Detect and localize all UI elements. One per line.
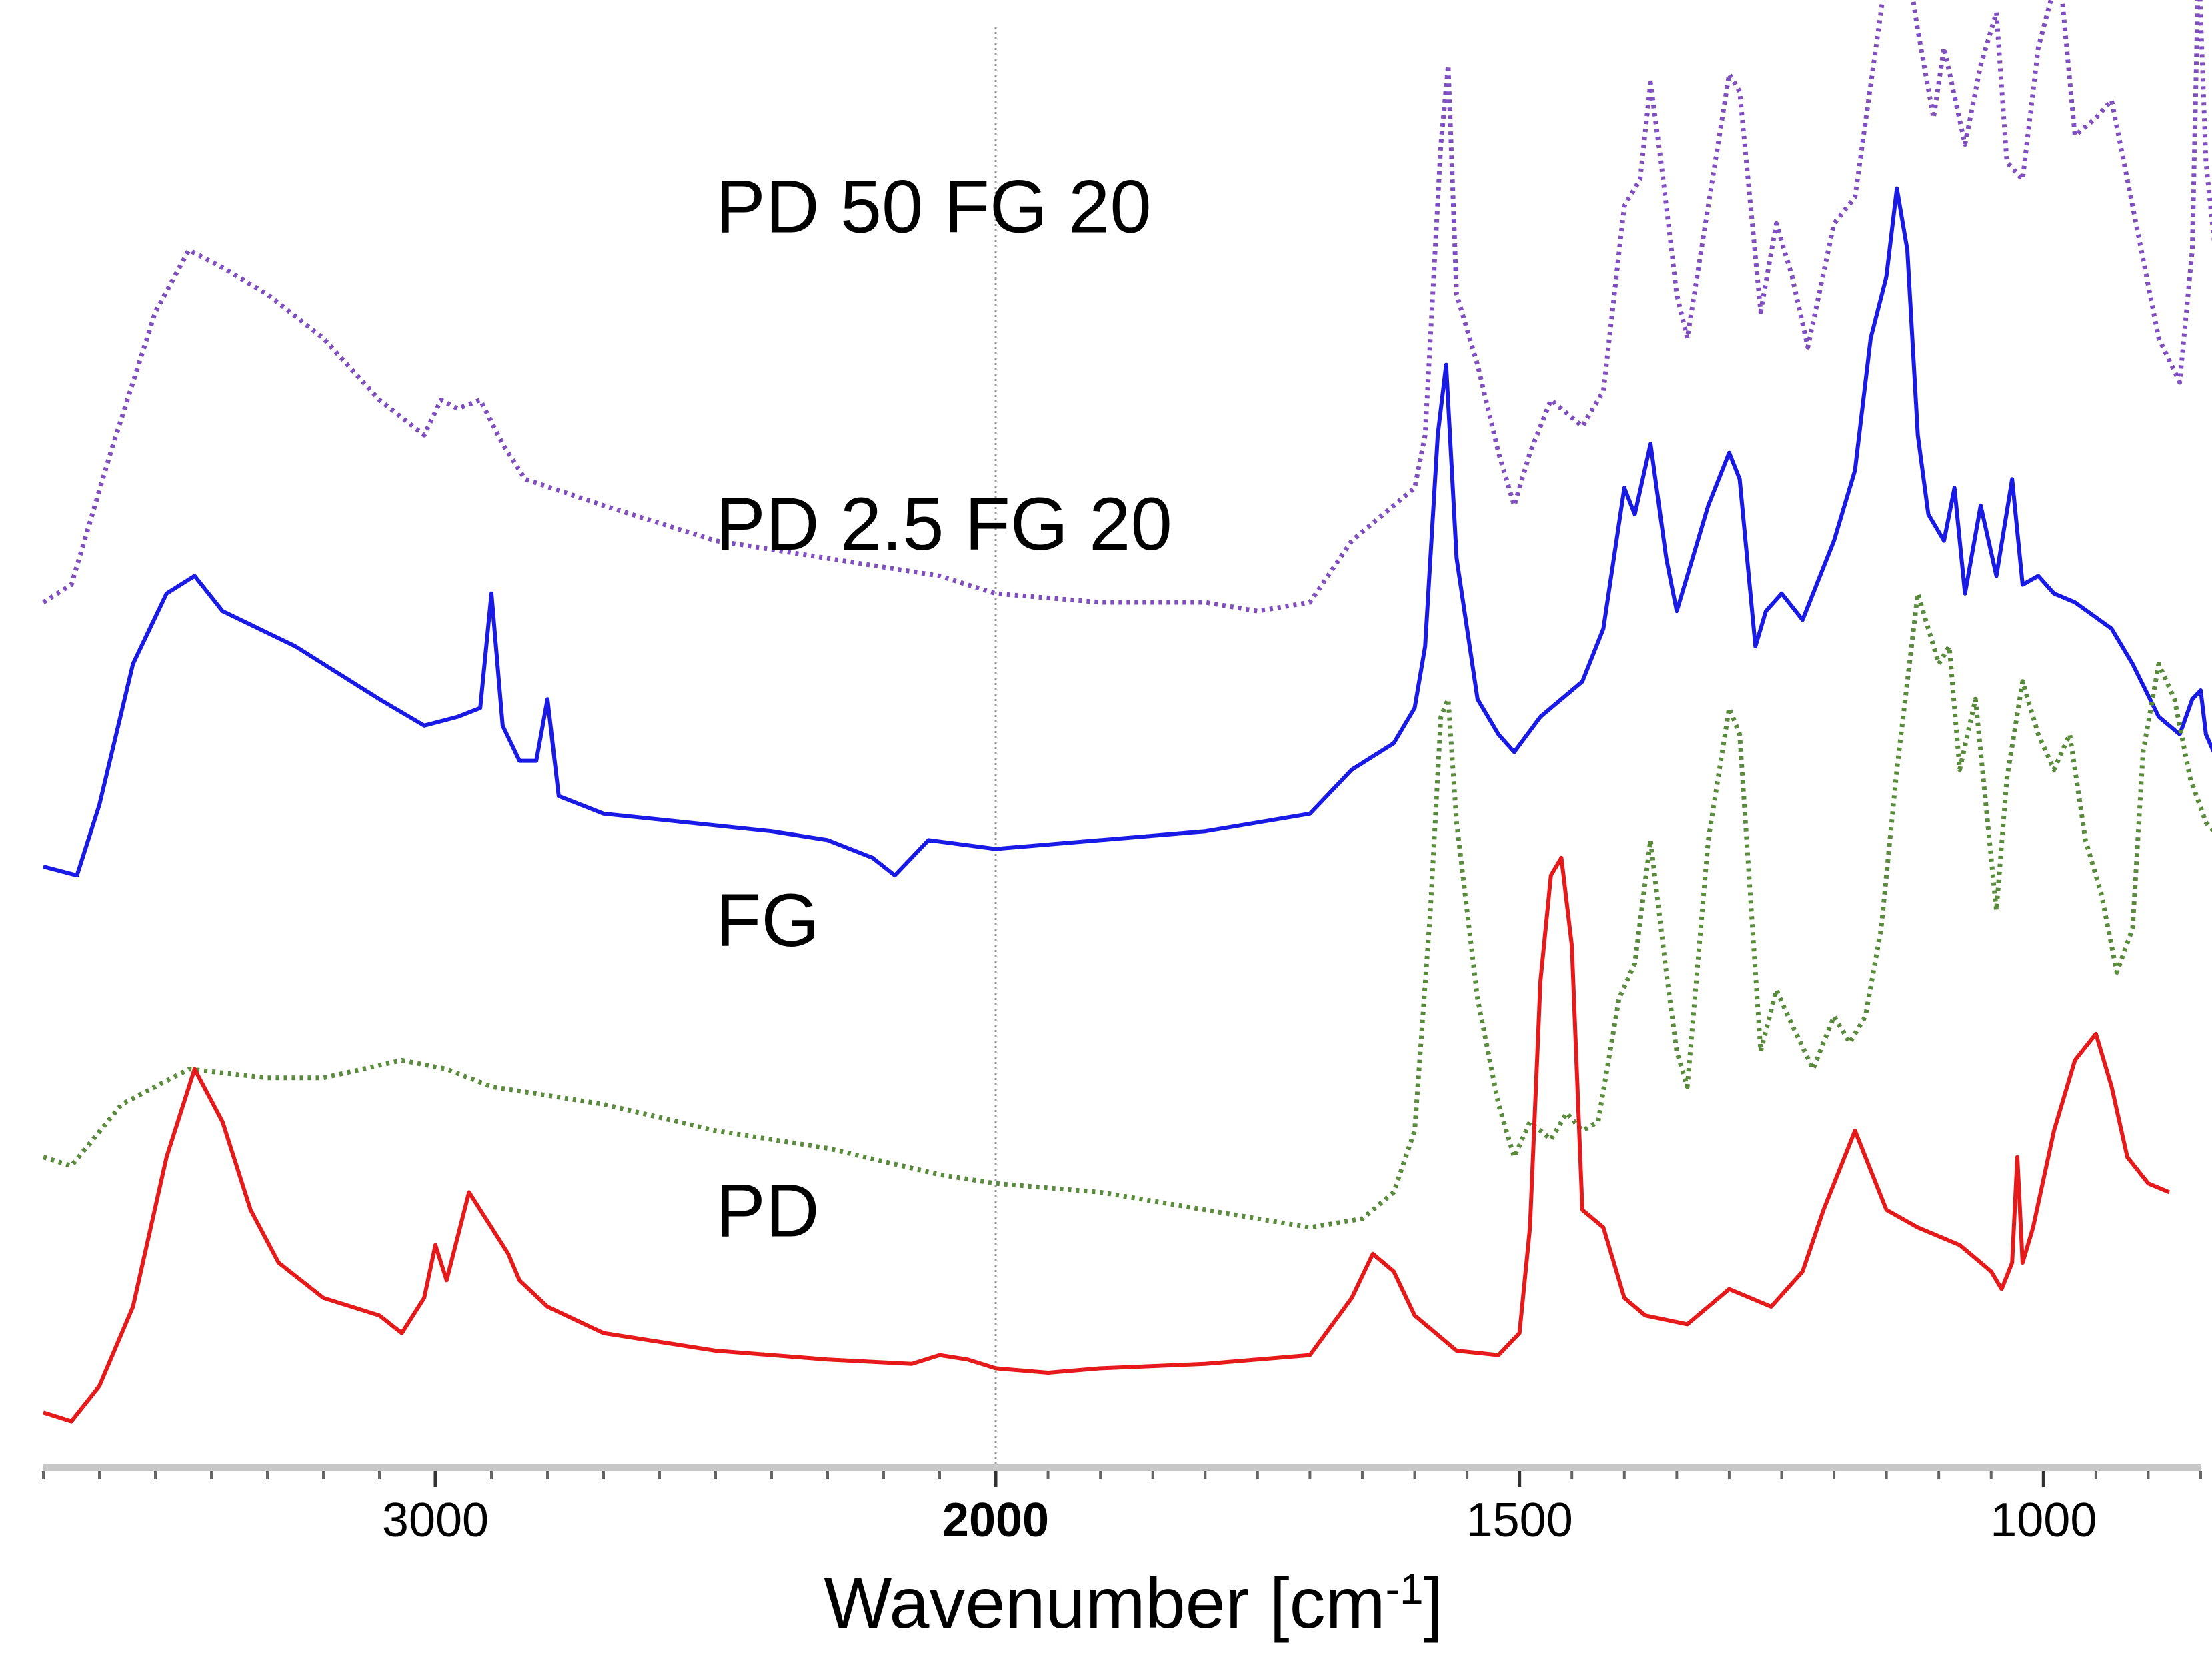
x-tick-label: 1500: [1466, 1494, 1573, 1547]
series-line-2: [42, 591, 2212, 1230]
x-tick-label: 1000: [1990, 1494, 2097, 1547]
x-axis: 3000 2000 1500 1000: [42, 1464, 2202, 1547]
series-label-0: PD 50 FG 20: [716, 165, 1152, 249]
series-labels: PD 50 FG 20 PD 2.5 FG 20 FG PD: [716, 165, 1172, 1253]
x-axis-title: Wavenumber [cm-1]: [824, 1562, 1443, 1643]
x-tick-label: 2000: [942, 1494, 1049, 1547]
x-tick-label: 3000: [382, 1494, 489, 1547]
series-line-1: [43, 186, 2212, 878]
series-line-0: [42, 0, 2212, 614]
series-layer: [42, 0, 2212, 1424]
series-label-3: PD: [716, 1169, 820, 1252]
x-axis-line: [43, 1464, 2201, 1471]
series-label-1: PD 2.5 FG 20: [716, 482, 1172, 566]
series-line-3: [43, 855, 2171, 1424]
series-label-2: FG: [716, 879, 820, 962]
